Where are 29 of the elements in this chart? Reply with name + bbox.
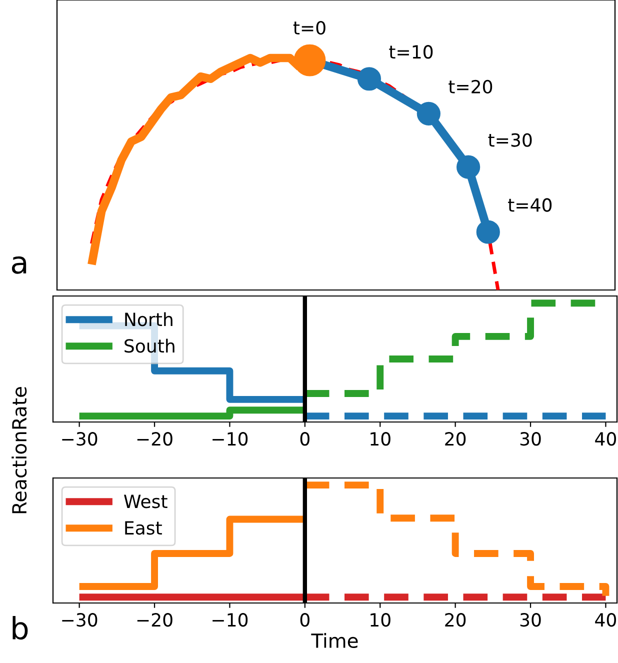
x-tick-label: 40 — [595, 613, 616, 627]
y-axis-title: ReactionRate — [12, 387, 27, 514]
x-tick-label: 0 — [300, 613, 310, 627]
x-tick-label: −20 — [137, 613, 172, 627]
annotation: t=30 — [488, 133, 532, 147]
legend-label: South — [124, 338, 174, 353]
x-tick-label: 10 — [370, 613, 390, 627]
text: a — [12, 256, 26, 274]
legend-label: East — [125, 521, 162, 535]
x-tick-label: −10 — [212, 432, 248, 446]
annotation: t=40 — [508, 198, 552, 212]
x-tick-label: 20 — [445, 613, 466, 627]
x-tick-label: 30 — [520, 613, 541, 627]
text: b — [12, 616, 28, 640]
x-tick-label: −20 — [137, 432, 172, 446]
text: t=0 — [293, 20, 326, 35]
x-tick-label: −30 — [62, 432, 98, 446]
legend-label: West — [124, 494, 168, 508]
x-tick-label: 10 — [370, 432, 390, 446]
x-tick-label: −10 — [212, 613, 248, 627]
x-tick-label: 0 — [300, 432, 310, 446]
x-tick-label: −30 — [62, 613, 98, 627]
x-tick-label: 20 — [445, 432, 466, 446]
annotation: t=10 — [389, 45, 433, 59]
x-tick-label: 40 — [595, 432, 616, 446]
annotation: t=20 — [448, 80, 492, 94]
legend-label: North — [125, 312, 172, 326]
x-tick-label: 30 — [520, 432, 541, 446]
x-axis-title: Time — [311, 632, 358, 648]
